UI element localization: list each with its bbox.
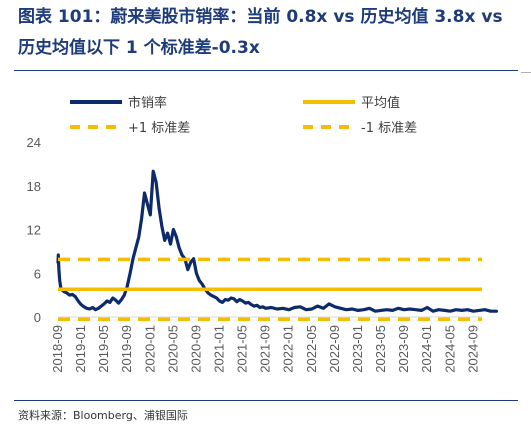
x-tick-label: 2022-01 [281, 325, 296, 373]
legend-label-0: 市销率 [128, 95, 167, 111]
x-tick-label: 2024-09 [465, 325, 480, 373]
x-tick-label: 2023-05 [373, 325, 388, 373]
x-tick-label: 2019-01 [73, 325, 88, 373]
y-tick-label: 18 [27, 179, 41, 194]
legend-label-2: +1 标准差 [128, 121, 190, 136]
x-tick-label: 2019-05 [96, 325, 111, 373]
y-axis: 0 6 12 18 24 [27, 135, 41, 325]
x-tick-label: 2023-09 [396, 325, 411, 373]
side-divider [521, 72, 531, 73]
series-layer [56, 169, 498, 321]
y-tick-label: 12 [27, 223, 41, 238]
y-tick-label: 0 [34, 310, 41, 325]
x-tick-label: 2024-05 [442, 325, 457, 373]
y-tick-label: 24 [27, 135, 41, 150]
x-tick-label: 2022-09 [327, 325, 342, 373]
x-tick-label: 2022-05 [304, 325, 319, 373]
x-tick-label: 2021-01 [212, 325, 227, 373]
x-tick-label: 2024-01 [419, 325, 434, 373]
x-tick-label: 2021-09 [258, 325, 273, 373]
x-tick-label: 2023-01 [350, 325, 365, 373]
legend-label-3: -1 标准差 [361, 121, 417, 136]
series-line-ps [56, 169, 498, 313]
footer-divider [14, 400, 518, 401]
chart-title: 图表 101：蔚来美股市销率：当前 0.8x vs 历史均值 3.8x vs 历… [18, 7, 503, 58]
x-tick-label: 2020-09 [188, 325, 203, 373]
x-tick-label: 2020-01 [142, 325, 157, 373]
x-tick-label: 2020-05 [165, 325, 180, 373]
source-note: 资料来源：Bloomberg、浦银国际 [18, 409, 188, 422]
x-axis: 2018-09 2019-01 2019-05 2019-09 2020-01 2020-… [50, 316, 482, 373]
pe-chart: 市销率 平均值 +1 标准差 -1 标准差 0 6 12 18 24 2018-09 2019-… [27, 95, 498, 373]
legend: 市销率 平均值 +1 标准差 -1 标准差 [70, 95, 417, 136]
title-divider [14, 70, 518, 71]
x-tick-label: 2021-05 [235, 325, 250, 373]
legend-label-1: 平均值 [361, 95, 400, 111]
y-tick-label: 6 [34, 266, 41, 281]
x-tick-label: 2018-09 [50, 325, 65, 373]
x-tick-label: 2019-09 [119, 325, 134, 373]
